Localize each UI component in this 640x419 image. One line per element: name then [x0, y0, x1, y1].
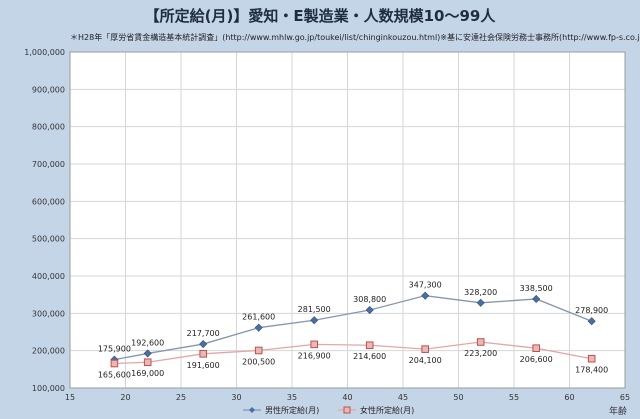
male-point-marker [199, 340, 208, 349]
legend-label: 女性所定給(月) [360, 405, 414, 415]
y-tick-label: 200,000 [32, 347, 65, 356]
male-data-label: 338,500 [520, 284, 553, 293]
x-tick-label: 65 [620, 393, 630, 402]
y-axis-tick-labels: 100,000 200,000 300,000 400,000 500,000 600,0… [24, 48, 65, 393]
female-data-label: 178,400 [575, 366, 608, 375]
male-point-marker [532, 294, 541, 303]
x-tick-label: 50 [453, 393, 463, 402]
male-data-label: 217,700 [187, 329, 220, 338]
x-tick-label: 55 [509, 393, 519, 402]
female-data-label: 204,100 [409, 356, 442, 365]
x-axis-tick-labels: 15 20 25 30 35 40 45 50 55 60 65 [65, 393, 630, 402]
female-point-marker [110, 359, 119, 368]
female-data-label: 223,200 [464, 349, 497, 358]
legend: 男性所定給(月) 女性所定給(月) [243, 405, 414, 415]
male-data-label: 347,300 [409, 281, 442, 290]
female-data-label: 191,600 [187, 361, 220, 370]
male-point-marker [421, 291, 430, 300]
male-point-marker [143, 349, 152, 358]
series-line-male [114, 295, 592, 361]
legend-label: 男性所定給(月) [265, 405, 319, 415]
legend-marker-diamond [249, 407, 255, 413]
y-tick-label: 700,000 [32, 160, 65, 169]
chart-title: 【所定給(月)】愛知・E製造業・人数規模10〜99人 [144, 7, 496, 25]
male-point-marker [476, 298, 485, 307]
female-point-marker [587, 354, 596, 363]
y-tick-label: 300,000 [32, 309, 65, 318]
female-data-label: 165,600 [98, 371, 131, 380]
y-tick-label: 600,000 [32, 197, 65, 206]
plot-border [69, 51, 626, 389]
male-data-label: 278,900 [575, 306, 608, 315]
female-data-label: 200,500 [242, 357, 275, 366]
male-point-marker [310, 316, 319, 325]
female-point-marker [421, 345, 429, 353]
y-tick-label: 100,000 [32, 384, 65, 393]
male-data-label: 192,600 [131, 338, 164, 347]
grid-lines [69, 51, 626, 389]
female-point-marker [532, 344, 541, 353]
x-axis-label: 年齢 [609, 407, 628, 417]
series-lines [114, 295, 592, 365]
x-tick-label: 20 [120, 393, 130, 402]
female-point-marker [476, 338, 485, 346]
x-tick-label: 30 [231, 393, 241, 402]
x-tick-label: 15 [65, 393, 75, 402]
male-point-marker [254, 323, 263, 332]
male-data-label: 281,500 [298, 305, 331, 314]
male-data-label: 261,600 [242, 313, 275, 322]
legend-marker-square [343, 406, 351, 414]
chart-source-note: ＊H28年「厚労省賃金構造基本統計調査」(http://www.mhlw.go.… [70, 33, 640, 42]
female-point-marker [254, 346, 263, 355]
female-data-label: 169,000 [131, 369, 164, 378]
x-tick-label: 25 [176, 393, 186, 402]
x-tick-label: 35 [287, 393, 297, 402]
female-data-label: 206,600 [520, 355, 553, 364]
female-point-marker [143, 358, 152, 367]
male-data-label: 308,800 [353, 295, 386, 304]
series-line-female [114, 341, 592, 365]
series-markers [110, 291, 596, 368]
y-tick-label: 1,000,000 [24, 48, 65, 57]
female-point-marker [310, 340, 318, 349]
male-point-marker [365, 306, 374, 315]
male-data-label: 328,200 [464, 288, 497, 297]
y-tick-label: 900,000 [32, 85, 65, 94]
female-point-marker [365, 341, 374, 350]
y-tick-label: 500,000 [32, 235, 65, 244]
male-data-label: 175,900 [98, 345, 131, 354]
female-point-marker [199, 350, 207, 358]
x-tick-label: 60 [564, 393, 574, 402]
y-tick-label: 800,000 [32, 123, 65, 132]
y-tick-label: 400,000 [32, 272, 65, 281]
female-data-label: 214,600 [353, 352, 386, 361]
female-data-label: 216,900 [298, 351, 331, 360]
male-point-marker [587, 317, 596, 326]
x-tick-label: 40 [342, 393, 352, 402]
x-tick-label: 45 [398, 393, 408, 402]
